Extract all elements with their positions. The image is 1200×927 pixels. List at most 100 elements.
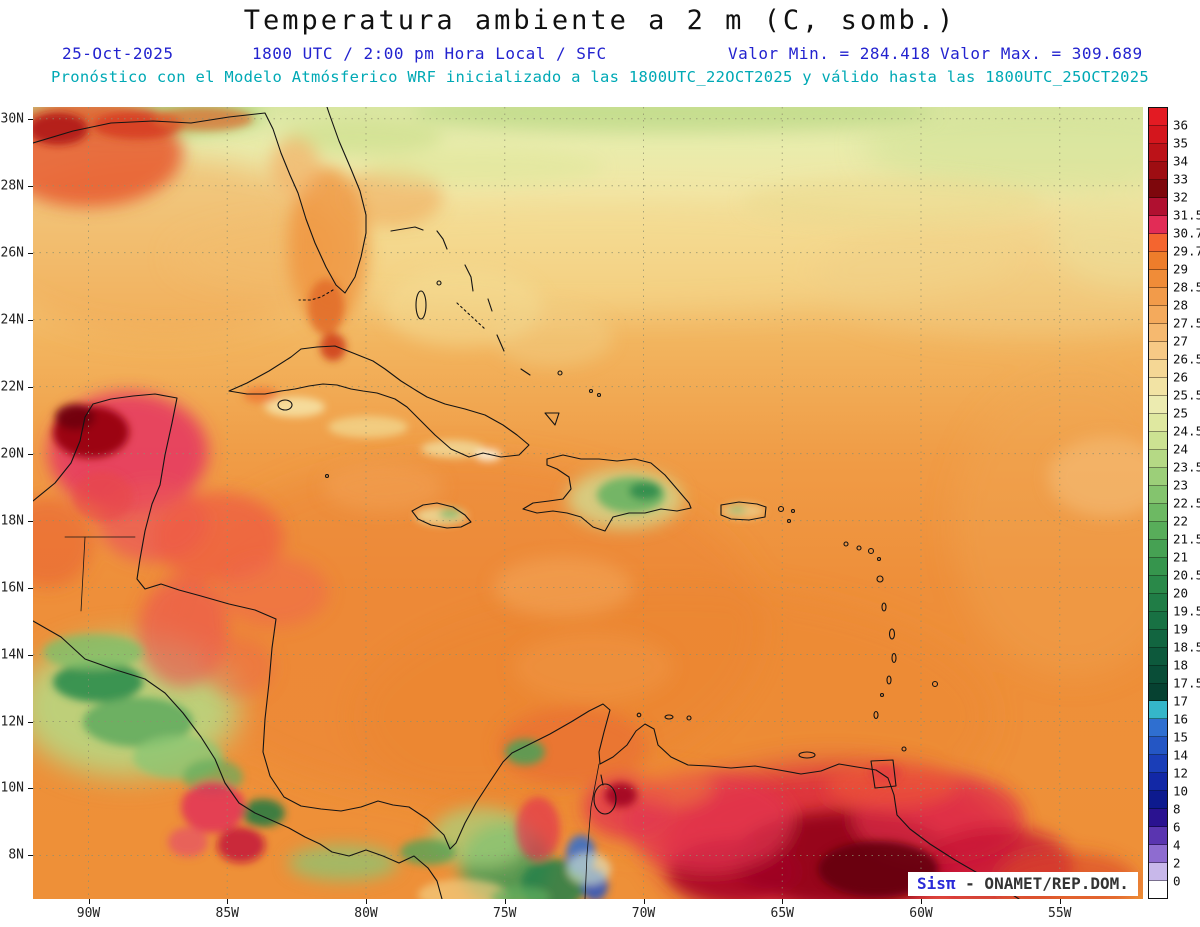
colorbar-tick-label: 18 — [1173, 657, 1189, 673]
colorbar-tick-label: 8 — [1173, 801, 1181, 817]
lon-tick-label: 85W — [215, 906, 239, 921]
lon-tick-mark — [504, 899, 506, 904]
colorbar-segment — [1149, 197, 1167, 216]
coastline-bahamas — [390, 226, 602, 426]
lon-tick-label: 75W — [493, 906, 517, 921]
lat-tick-label: 30N — [0, 111, 24, 127]
colorbar-segment — [1149, 611, 1167, 630]
coastline-isla-juventud — [277, 399, 293, 411]
colorbar-segment — [1149, 503, 1167, 522]
map-area — [33, 107, 1143, 899]
colorbar-segment — [1149, 629, 1167, 648]
colorbar-segment — [1149, 737, 1167, 756]
colorbar-tick-label: 32 — [1173, 189, 1189, 205]
country-borders — [64, 536, 600, 899]
colorbar-segment — [1149, 431, 1167, 450]
header-line-1: 25-Oct-2025 1800 UTC / 2:00 pm Hora Loca… — [0, 44, 1200, 66]
lat-tick-mark — [28, 319, 33, 321]
sispi-logo: Sisπ — [917, 874, 956, 893]
lon-tick-mark — [227, 899, 229, 904]
colorbar-segment — [1149, 521, 1167, 540]
lon-tick-mark — [921, 899, 922, 904]
coastline-mainland-caribbean — [33, 393, 1020, 899]
coastline-hispaniola — [522, 454, 692, 532]
coastlines — [33, 107, 1020, 899]
colorbar-segment — [1149, 575, 1167, 594]
colorbar-segment — [1149, 557, 1167, 576]
colorbar-tick-label: 23.5 — [1173, 459, 1200, 475]
lat-tick-label: 12N — [0, 714, 24, 729]
lat-tick-label: 16N — [0, 580, 24, 596]
colorbar-tick-label: 16 — [1173, 711, 1189, 727]
colorbar-segment — [1149, 845, 1167, 864]
colorbar-segment — [1149, 305, 1167, 324]
chart-title: Temperatura ambiente a 2 m (C, somb.) — [243, 5, 957, 36]
colorbar-tick-label: 36 — [1173, 117, 1189, 133]
lat-tick-label: 24N — [0, 312, 24, 328]
latitude-axis: 30N 28N 26N 24N 22N 20N 18N 16N 14N 12N 10N 8N — [0, 107, 33, 899]
lon-tick-label: 90W — [76, 906, 101, 921]
coastline-florida-keys — [298, 289, 334, 301]
colorbar-segment — [1149, 359, 1167, 378]
colorbar-segment — [1149, 395, 1167, 414]
colorbar-tick-label: 21.5 — [1173, 531, 1200, 547]
attribution-badge: Sisπ - ONAMET/REP.DOM. — [908, 872, 1138, 896]
colorbar-segment — [1149, 539, 1167, 558]
lat-tick-label: 26N — [0, 245, 24, 261]
colorbar-segment — [1149, 233, 1167, 252]
colorbar-tick-label: 20 — [1173, 585, 1189, 601]
colorbar-tick-label: 35 — [1173, 135, 1189, 151]
lon-tick-label: 80W — [354, 906, 378, 921]
lat-tick-mark — [28, 453, 33, 455]
lat-tick-mark — [28, 587, 33, 589]
colorbar-tick-label: 25.5 — [1173, 387, 1200, 403]
colorbar-tick-label: 20.5 — [1173, 567, 1200, 583]
colorbar-tick-label: 2 — [1173, 855, 1181, 871]
colorbar-tick-label: 27 — [1173, 333, 1189, 349]
colorbar-tick-label: 31.5 — [1173, 207, 1200, 223]
value-max-label: Valor Max. = 309.689 — [940, 44, 1143, 63]
colorbar-segment — [1149, 179, 1167, 198]
coastline-lesser-antilles — [324, 473, 939, 759]
colorbar-tick-label: 21 — [1173, 549, 1189, 565]
colorbar-tick-label: 22 — [1173, 513, 1189, 529]
colorbar-segment — [1149, 719, 1167, 738]
colorbar-tick-label: 19 — [1173, 621, 1189, 637]
lat-tick-label: 14N — [0, 647, 24, 663]
lat-tick-mark — [28, 252, 33, 254]
colorbar-tick-label: 24 — [1173, 441, 1189, 457]
colorbar-tick-label: 28 — [1173, 297, 1189, 313]
lat-tick-mark — [28, 118, 33, 120]
lat-tick-label: 18N — [0, 513, 24, 529]
colorbar-labels: 36 35 34 33 32 31.5 30.7 29.7 29 28.5 28 27.5 27 26.5… — [1173, 107, 1200, 907]
attribution-text: - ONAMET/REP.DOM. — [955, 874, 1129, 893]
lon-tick-mark — [1059, 899, 1061, 904]
colorbar-tick-label: 17.5 — [1173, 675, 1200, 691]
colorbar-segment — [1149, 341, 1167, 360]
colorbar-segment — [1149, 449, 1167, 468]
colorbar-tick-label: 6 — [1173, 819, 1181, 835]
lat-tick-label: 28N — [0, 178, 24, 194]
lon-tick-mark — [782, 899, 784, 904]
caribbean-temperature-map — [33, 107, 1143, 899]
colorbar-segment — [1149, 377, 1167, 396]
lat-tick-label: 10N — [0, 780, 24, 796]
lat-tick-label: 22N — [0, 379, 24, 395]
colorbar-segment — [1149, 161, 1167, 180]
lat-tick-mark — [28, 386, 33, 388]
colorbar-segment — [1149, 251, 1167, 270]
colorbar-tick-label: 12 — [1173, 765, 1189, 781]
colorbar-segment — [1149, 125, 1167, 144]
colorbar-segment — [1149, 467, 1167, 486]
colorbar-tick-label: 33 — [1173, 171, 1189, 187]
lon-tick-label: 65W — [770, 906, 794, 921]
colorbar-segment — [1149, 791, 1167, 810]
colorbar-segment — [1149, 881, 1167, 899]
colorbar-tick-label: 30.7 — [1173, 225, 1200, 241]
coastline-gulf-florida — [33, 107, 367, 294]
colorbar-tick-label: 26 — [1173, 369, 1189, 385]
colorbar-tick-label: 25 — [1173, 405, 1189, 421]
value-min-label: Valor Min. = 284.418 — [728, 44, 931, 63]
colorbar-tick-label: 27.5 — [1173, 315, 1200, 331]
